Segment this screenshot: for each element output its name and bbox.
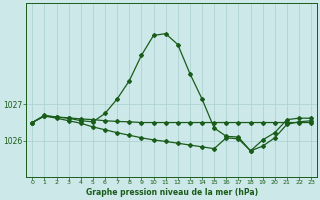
X-axis label: Graphe pression niveau de la mer (hPa): Graphe pression niveau de la mer (hPa) [86,188,258,197]
